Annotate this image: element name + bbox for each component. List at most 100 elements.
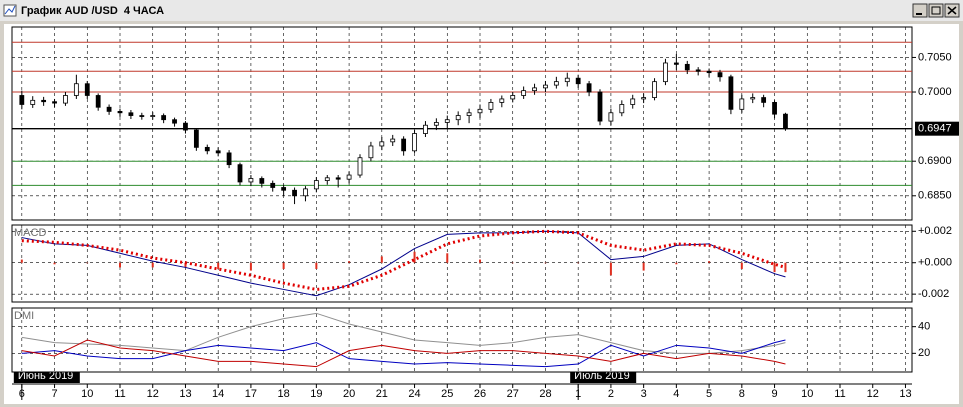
y-tick-label: 20: [918, 347, 930, 359]
panel: [11, 307, 913, 373]
candle-body: [510, 95, 516, 100]
candle-body: [390, 138, 396, 143]
x-tick-label: 5: [706, 388, 712, 400]
candle-body: [172, 119, 177, 124]
candle-body: [303, 188, 308, 197]
x-tick-label: 11: [834, 388, 845, 400]
candle-body: [499, 98, 505, 103]
candle-body: [706, 70, 712, 74]
candle-body: [139, 115, 145, 117]
histogram-bar: [315, 262, 318, 269]
histogram-bar: [446, 253, 449, 263]
candle-body: [783, 113, 788, 130]
candle-body: [248, 178, 254, 183]
candle-body: [335, 177, 341, 180]
candle-body: [543, 84, 548, 89]
histogram-bar: [413, 251, 416, 263]
candle-body: [553, 81, 559, 86]
histogram-bar: [119, 262, 121, 268]
histogram-bar: [740, 262, 743, 269]
candle-body: [761, 97, 767, 103]
x-tick-label: 12: [147, 388, 159, 400]
candle-body: [684, 63, 690, 71]
close-button[interactable]: [944, 3, 960, 18]
candle-body: [564, 77, 570, 83]
candle-body: [226, 152, 232, 166]
histogram-bar: [708, 261, 711, 263]
histogram-bar: [249, 262, 252, 271]
series-line: [21, 312, 786, 354]
histogram-bar: [53, 262, 56, 265]
candle-body: [423, 124, 428, 134]
candle-body: [477, 108, 483, 114]
x-tick-label: 20: [343, 388, 355, 400]
x-tick-label: 4: [673, 388, 679, 400]
series-line: [21, 339, 786, 368]
x-tick-label: 19: [310, 388, 322, 400]
candle-body: [455, 115, 461, 121]
month-label: Июнь 2019: [18, 370, 74, 382]
candle-body: [717, 72, 723, 78]
candle-body: [161, 115, 167, 121]
histogram-bar: [609, 262, 612, 276]
histogram-bar: [20, 259, 23, 263]
histogram-bar: [773, 262, 776, 273]
candle-body: [41, 99, 47, 103]
candle-body: [466, 112, 472, 116]
candle-body: [281, 187, 287, 191]
x-tick-label: 21: [376, 388, 388, 400]
candle-body: [444, 119, 450, 123]
title-bar: [0, 0, 963, 21]
minimize-button[interactable]: [912, 3, 928, 18]
candle-body: [608, 112, 614, 122]
series-line: [21, 339, 786, 368]
x-tick-label: 11: [114, 388, 125, 400]
x-tick-label: 8: [739, 388, 745, 400]
y-tick-label: 0.7050: [918, 51, 952, 63]
candle-body: [292, 189, 297, 197]
candle-body: [204, 146, 210, 152]
histogram-bar: [86, 262, 89, 264]
x-tick-label: 14: [212, 388, 224, 400]
x-tick-label: 12: [867, 388, 879, 400]
window-icon-line: [4, 5, 16, 15]
histogram-bar: [642, 262, 645, 271]
x-tick-label: 28: [539, 388, 551, 400]
x-tick-label: 10: [81, 388, 93, 400]
x-tick-label: 7: [51, 388, 57, 400]
histogram-bar: [348, 261, 351, 263]
candle-body: [673, 62, 679, 65]
histogram-bar: [511, 262, 514, 264]
panel-title: DMI: [14, 310, 34, 322]
histogram-bar: [217, 262, 220, 269]
candle-body: [84, 83, 90, 96]
candle-body: [52, 101, 57, 104]
candle-body: [728, 76, 734, 110]
y-tick-label: 0.7000: [918, 86, 952, 98]
candle-body: [259, 178, 265, 184]
x-tick-label: 26: [474, 388, 486, 400]
series-line: [21, 230, 786, 297]
histogram-bar: [479, 259, 481, 263]
x-tick-label: 24: [408, 388, 420, 400]
candle-body: [106, 106, 112, 112]
y-tick-label: +0.002: [918, 225, 952, 237]
candle-body: [619, 104, 625, 114]
x-tick-label: 10: [801, 388, 813, 400]
histogram-bar: [151, 262, 154, 268]
candle-body: [63, 95, 68, 104]
maximize-button[interactable]: [928, 3, 944, 18]
candle-body: [586, 83, 592, 93]
candle-body: [412, 133, 417, 152]
panel: [11, 224, 913, 303]
candle-body: [641, 97, 647, 100]
candle-body: [183, 122, 188, 131]
candle-body: [433, 122, 439, 126]
histogram-bar: [184, 262, 187, 268]
x-tick-label: 18: [278, 388, 290, 400]
panel-title: MACD: [14, 227, 46, 239]
histogram-bar: [380, 256, 383, 263]
candle-body: [193, 129, 199, 148]
